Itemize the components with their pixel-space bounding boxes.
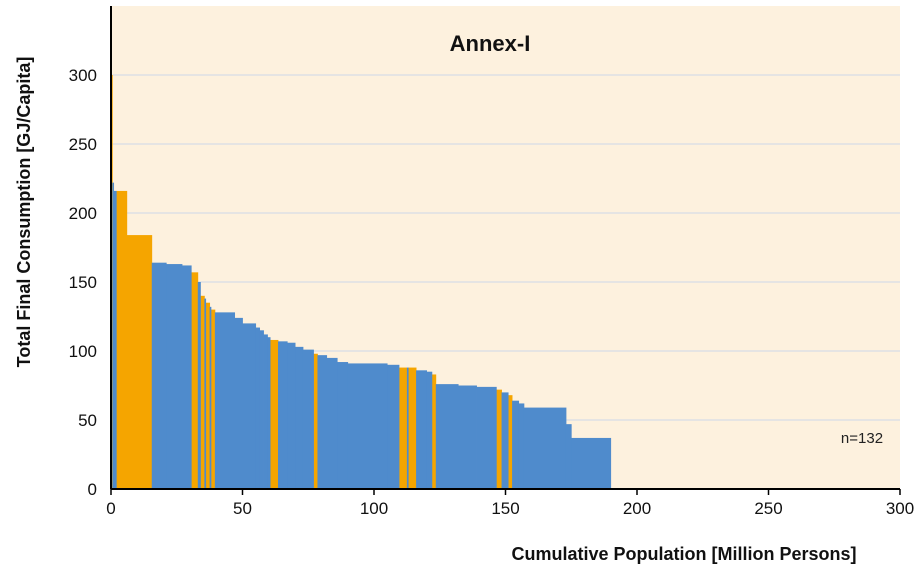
y-tick-labels: 0 50 100 150 200 250 300: [69, 66, 97, 499]
x-tick-label-250: 250: [754, 499, 782, 518]
y-tick-label-150: 150: [69, 273, 97, 292]
bar-series_blue-25: [416, 370, 427, 489]
y-tick-label-50: 50: [78, 411, 97, 430]
chart-title: Annex-I: [450, 31, 531, 56]
bar-series_blue-7: [209, 306, 212, 489]
bar-series_blue-1: [113, 190, 117, 490]
bar-series_blue-9: [234, 317, 243, 489]
bar-series_blue-2: [151, 262, 167, 489]
bar-series_orange-2: [126, 235, 153, 489]
bar-series_blue-12: [259, 330, 264, 489]
sample-size-annotation: n=132: [841, 430, 883, 447]
bar-series_orange-13: [508, 395, 513, 489]
bar-series_blue-23: [387, 364, 400, 489]
bar-series_blue-32: [518, 403, 525, 489]
bar-series_blue-3: [166, 264, 183, 489]
bar-series_blue-14: [267, 337, 271, 489]
bar-series_orange-1: [116, 190, 128, 490]
bar-series_blue-24: [406, 367, 409, 489]
y-tick-label-0: 0: [88, 480, 97, 499]
x-tick-labels: 0 50 100 150 200 250 300: [106, 499, 914, 518]
x-tick-label-150: 150: [491, 499, 519, 518]
bar-series_orange-7: [270, 339, 279, 489]
bar-series_blue-35: [571, 437, 612, 489]
bar-series_blue-22: [347, 363, 388, 489]
bar-series_blue-29: [476, 386, 497, 489]
bar-series_blue-10: [242, 323, 257, 489]
bar-series_blue-13: [263, 334, 268, 489]
bar-series_orange-8: [313, 353, 318, 489]
bar-series_blue-17: [295, 346, 304, 489]
bar-series_orange-9: [398, 367, 408, 489]
bar-series_blue-15: [278, 341, 288, 489]
data-bars: [111, 75, 612, 490]
bar-series_blue-27: [435, 384, 459, 489]
bar-series_blue-16: [287, 342, 296, 489]
bar-series_blue-0: [112, 182, 115, 489]
x-tick-label-100: 100: [360, 499, 388, 518]
bar-series_orange-11: [431, 374, 437, 489]
bar-series_blue-34: [565, 424, 572, 489]
x-axis-title: Cumulative Population [Million Persons]: [511, 544, 856, 564]
x-tick-label-50: 50: [233, 499, 252, 518]
bar-series_blue-26: [426, 371, 433, 489]
bar-series_blue-33: [523, 407, 567, 489]
y-tick-label-200: 200: [69, 204, 97, 223]
y-tick-label-300: 300: [69, 66, 97, 85]
bar-series_blue-30: [501, 392, 509, 489]
y-tick-label-250: 250: [69, 135, 97, 154]
bar-series_orange-10: [408, 367, 417, 489]
bar-series_blue-11: [255, 327, 260, 489]
bar-series_orange-6: [210, 309, 216, 489]
x-tick-label-200: 200: [623, 499, 651, 518]
y-axis-title: Total Final Consumption [GJ/Capita]: [14, 57, 34, 368]
bar-series_blue-21: [337, 362, 349, 489]
bar-series_orange-4: [200, 295, 205, 489]
bar-series_blue-19: [317, 355, 328, 489]
x-tick-label-300: 300: [886, 499, 914, 518]
bar-series_orange-3: [191, 272, 199, 489]
bar-series_blue-4: [182, 265, 192, 489]
bar-series_blue-31: [512, 400, 520, 489]
bar-series_blue-6: [204, 298, 207, 489]
axes: [110, 6, 901, 495]
bar-series_orange-5: [205, 302, 211, 489]
bar-series_blue-18: [302, 349, 314, 489]
x-tick-label-0: 0: [106, 499, 115, 518]
bar-series_blue-5: [197, 282, 201, 489]
bar-series_blue-28: [458, 385, 477, 489]
bar-series_orange-12: [496, 389, 502, 489]
bar-series_blue-20: [326, 357, 338, 489]
bar-series_blue-8: [214, 312, 236, 489]
y-tick-label-100: 100: [69, 342, 97, 361]
